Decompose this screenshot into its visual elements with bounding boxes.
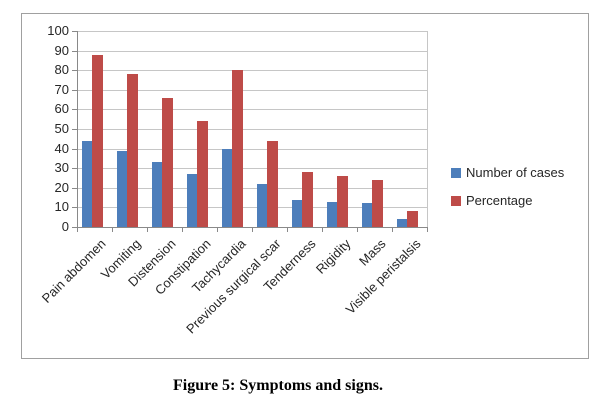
bar-cases <box>292 199 302 227</box>
y-tick <box>72 187 77 189</box>
legend-entry: Percentage <box>451 193 564 208</box>
gridline <box>77 187 428 189</box>
legend-label: Percentage <box>466 193 533 208</box>
x-tick <box>112 227 113 232</box>
gridline <box>77 129 428 130</box>
bar-cases <box>362 203 372 227</box>
y-tick <box>72 148 77 150</box>
bar-percentage <box>302 172 313 227</box>
y-tick <box>72 168 77 170</box>
y-tick <box>72 109 77 111</box>
y-tick <box>72 227 77 228</box>
legend-swatch <box>451 195 461 206</box>
x-tick <box>287 227 288 232</box>
bar-chart: 0 10 20 30 40 50 60 70 80 90 100 Pain abdomen Vomiti… <box>21 13 589 359</box>
bar-percentage <box>337 176 348 227</box>
figure-caption: Figure 5: Symptoms and signs. <box>173 377 383 394</box>
y-tick-label: 50 <box>54 121 69 136</box>
gridline <box>77 207 428 209</box>
chart-bars <box>22 14 588 358</box>
x-tick <box>147 227 148 232</box>
bar-percentage <box>162 97 173 227</box>
x-tick <box>217 227 218 232</box>
x-tick <box>427 227 428 232</box>
y-tick-label: 20 <box>54 179 69 195</box>
x-tick <box>252 227 253 232</box>
y-tick-label: 30 <box>54 160 69 176</box>
x-tick <box>322 227 323 232</box>
bar-percentage <box>267 140 278 227</box>
bar-cases <box>257 183 267 227</box>
gridline <box>77 168 428 170</box>
gridline <box>77 109 428 111</box>
y-tick-label: 60 <box>54 101 69 117</box>
gridline <box>77 148 428 150</box>
gridline <box>77 31 428 32</box>
y-tick <box>72 70 77 72</box>
y-tick <box>72 129 77 130</box>
y-tick <box>72 89 77 91</box>
legend-swatch <box>451 167 461 178</box>
gridline <box>77 70 428 72</box>
legend-label: Number of cases <box>466 165 565 180</box>
y-tick <box>72 207 77 209</box>
y-tick-label: 90 <box>54 42 69 58</box>
bar-cases <box>397 219 407 227</box>
bar-percentage <box>197 121 208 227</box>
bar-percentage <box>232 70 243 227</box>
axis-labels: 0 10 20 30 40 50 60 70 80 90 100 Pain abdomen Vomiti… <box>22 14 588 358</box>
x-tick <box>77 227 78 232</box>
x-tick <box>392 227 393 232</box>
plot-right-border <box>427 31 428 227</box>
bar-cases <box>187 174 197 227</box>
bar-percentage <box>407 211 418 227</box>
bar-percentage <box>372 179 383 227</box>
bar-percentage <box>127 74 138 227</box>
x-tick <box>357 227 358 232</box>
gridline <box>77 89 428 91</box>
bar-cases <box>82 140 92 227</box>
y-tick-label: 100 <box>47 23 69 38</box>
y-tick-label: 70 <box>54 81 69 97</box>
chart-legend: Number of cases Percentage <box>451 165 564 221</box>
y-tick <box>72 31 77 32</box>
y-tick-label: 10 <box>54 199 69 215</box>
bar-cases <box>327 201 337 227</box>
chart-gridlines <box>22 14 588 358</box>
y-axis-line <box>77 31 78 228</box>
bar-cases <box>117 150 127 227</box>
y-tick-label: 40 <box>54 140 69 156</box>
bar-cases <box>152 162 162 227</box>
y-tick-label: 0 <box>61 219 69 234</box>
bar-cases <box>222 148 232 227</box>
x-tick <box>182 227 183 232</box>
y-tick <box>72 50 77 52</box>
y-tick-label: 80 <box>54 62 69 78</box>
gridline <box>77 50 428 52</box>
bar-percentage <box>92 54 103 227</box>
legend-entry: Number of cases <box>451 165 564 180</box>
